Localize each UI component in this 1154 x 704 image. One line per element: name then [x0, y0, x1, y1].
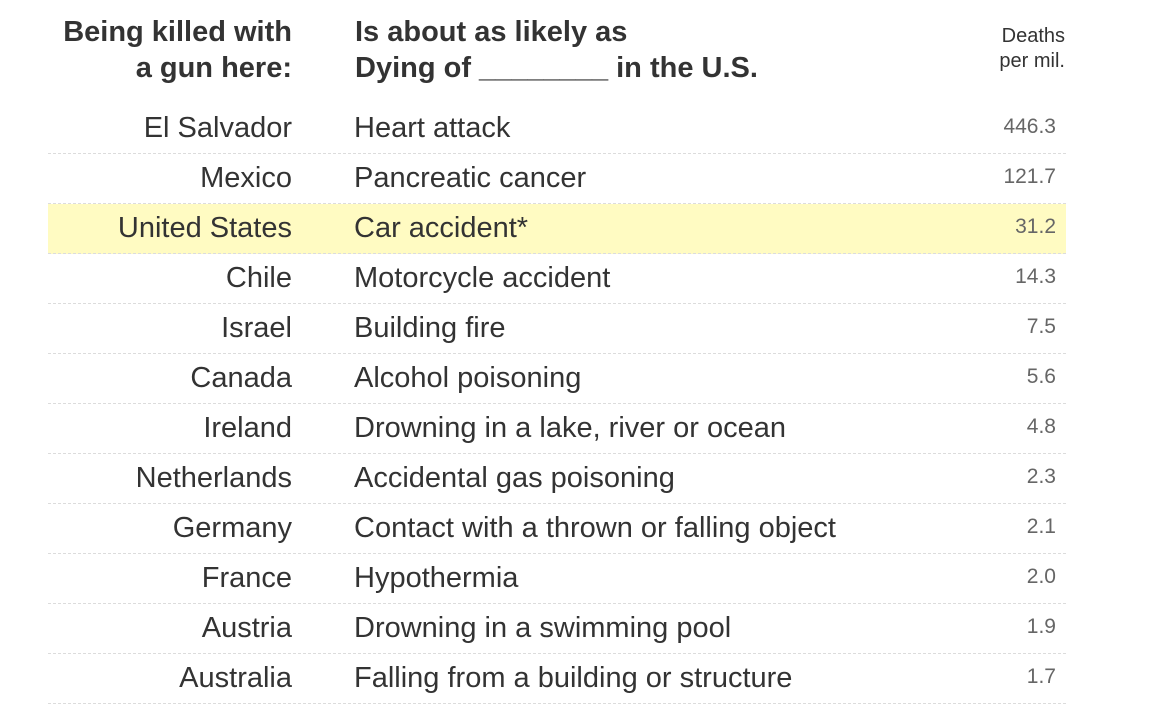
country-cell: Australia: [179, 662, 292, 694]
table-row: Germany Contact with a thrown or falling …: [48, 504, 1066, 554]
country-cell: Netherlands: [135, 462, 292, 494]
table-row: Canada Alcohol poisoning 5.6: [48, 354, 1066, 404]
deaths-value-cell: 121.7: [1003, 165, 1056, 188]
deaths-value-cell: 2.3: [1026, 465, 1056, 488]
table-row: El Salvador Heart attack 446.3: [48, 104, 1066, 154]
country-header-line-2: a gun here:: [135, 52, 292, 84]
cause-cell: Alcohol poisoning: [354, 362, 582, 394]
table-row: Australia Falling from a building or stru…: [48, 654, 1066, 704]
deaths-value-cell: 4.8: [1026, 415, 1056, 438]
deaths-value-cell: 2.1: [1026, 515, 1056, 538]
cause-cell: Drowning in a swimming pool: [354, 612, 732, 644]
table-row-highlighted: United States Car accident* 31.2: [48, 204, 1066, 254]
cause-cell: Contact with a thrown or falling object: [354, 512, 836, 544]
value-header-line-2: per mil.: [999, 50, 1065, 72]
table-row: Mexico Pancreatic cancer 121.7: [48, 154, 1066, 204]
deaths-value-cell: 5.6: [1026, 365, 1056, 388]
country-cell: Austria: [201, 612, 292, 644]
table-row: Chile Motorcycle accident 14.3: [48, 254, 1066, 304]
country-cell: Germany: [172, 512, 292, 544]
deaths-value-cell: 1.9: [1026, 615, 1056, 638]
cause-header-line-2: Dying of ________ in the U.S.: [355, 52, 758, 84]
table-row: Israel Building fire 7.5: [48, 304, 1066, 354]
value-column-header: Deaths per mil.: [999, 24, 1065, 74]
cause-cell: Falling from a building or structure: [354, 662, 793, 694]
deaths-value-cell: 31.2: [1015, 215, 1056, 238]
country-cell: Canada: [190, 362, 292, 394]
country-cell: Mexico: [200, 162, 292, 194]
country-cell: United States: [117, 212, 292, 244]
deaths-value-cell: 14.3: [1015, 265, 1056, 288]
table-row: Netherlands Accidental gas poisoning 2.3: [48, 454, 1066, 504]
deaths-value-cell: 446.3: [1003, 115, 1056, 138]
deaths-value-cell: 2.0: [1026, 565, 1056, 588]
cause-cell: Accidental gas poisoning: [354, 462, 675, 494]
table-header: Being killed with a gun here: Is about a…: [0, 14, 1154, 94]
comparison-table: El Salvador Heart attack 446.3 Mexico Pancre…: [48, 104, 1066, 704]
country-cell: France: [201, 562, 292, 594]
deaths-value-cell: 1.7: [1026, 665, 1056, 688]
cause-cell: Car accident*: [354, 212, 529, 244]
table-row: Ireland Drowning in a lake, river or ocea…: [48, 404, 1066, 454]
cause-cell: Motorcycle accident: [354, 262, 611, 294]
cause-cell: Heart attack: [354, 112, 511, 144]
country-cell: Ireland: [203, 412, 292, 444]
cause-column-header: Is about as likely as Dying of ________ …: [355, 14, 758, 86]
cause-cell: Pancreatic cancer: [354, 162, 587, 194]
deaths-value-cell: 7.5: [1026, 315, 1056, 338]
value-header-line-1: Deaths: [1001, 25, 1065, 47]
cause-cell: Building fire: [354, 312, 506, 344]
table-row: France Hypothermia 2.0: [48, 554, 1066, 604]
cause-header-line-1: Is about as likely as: [355, 16, 628, 48]
country-cell: El Salvador: [143, 112, 292, 144]
country-column-header: Being killed with a gun here:: [63, 14, 292, 86]
country-header-line-1: Being killed with: [63, 16, 292, 48]
cause-cell: Hypothermia: [354, 562, 519, 594]
cause-cell: Drowning in a lake, river or ocean: [354, 412, 786, 444]
country-cell: Israel: [221, 312, 292, 344]
country-cell: Chile: [225, 262, 292, 294]
table-row: Austria Drowning in a swimming pool 1.9: [48, 604, 1066, 654]
